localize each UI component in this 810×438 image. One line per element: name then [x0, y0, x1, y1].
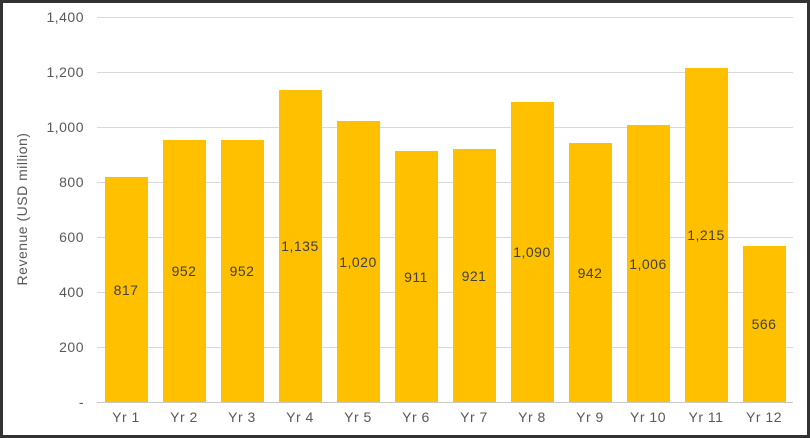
x-axis-tick-label: Yr 1 [112, 409, 140, 425]
bar-data-label: 952 [171, 263, 197, 279]
bar-data-label: 942 [577, 264, 603, 281]
gridline [97, 292, 793, 293]
x-axis-tick-label: Yr 6 [402, 409, 430, 425]
bar-yr-4: 1,135 [278, 90, 322, 402]
y-axis-tick-label: 1,200 [46, 64, 84, 80]
bar-yr-1: 817 [104, 177, 148, 402]
bar-yr-11: 1,215 [684, 68, 728, 402]
bar-data-label: 566 [751, 316, 777, 332]
bar-data-label: 1,090 [513, 244, 551, 260]
y-axis-tick-label: - [78, 394, 84, 410]
y-axis-title: Revenue (USD million) [14, 132, 30, 286]
y-axis-tick-label: 600 [59, 229, 84, 245]
gridline [97, 237, 793, 238]
bar-yr-8: 1,090 [510, 102, 554, 402]
bar-data-label: 1,006 [629, 255, 667, 272]
gridline [97, 17, 793, 18]
x-axis-tick-label: Yr 5 [344, 409, 372, 425]
x-axis-tick-label: Yr 10 [630, 409, 666, 425]
y-axis-tick-label: 800 [59, 174, 84, 190]
x-axis-tick-label: Yr 3 [228, 409, 256, 425]
bar-data-label: 921 [461, 267, 487, 284]
x-axis-tick-label: Yr 8 [518, 409, 546, 425]
bar-data-label: 1,215 [687, 227, 725, 243]
y-axis-tick-label: 1,400 [46, 9, 84, 25]
bar-yr-6: 911 [394, 151, 438, 402]
y-axis-tick-label: 400 [59, 284, 84, 300]
x-axis-line [97, 402, 793, 403]
bar-data-label: 817 [113, 281, 139, 298]
gridline [97, 127, 793, 128]
y-axis-tick-label: 200 [59, 339, 84, 355]
gridline [97, 72, 793, 73]
x-axis-tick-label: Yr 7 [460, 409, 488, 425]
y-axis-tick-label: 1,000 [46, 119, 84, 135]
bar-yr-12: 566 [742, 246, 786, 402]
bar-yr-5: 1,020 [336, 121, 380, 402]
bar-yr-3: 952 [220, 140, 264, 402]
gridline [97, 182, 793, 183]
x-axis-tick-label: Yr 11 [688, 409, 724, 425]
bar-yr-10: 1,006 [626, 125, 670, 402]
bar-data-label: 911 [404, 268, 428, 285]
bar-data-label: 952 [229, 263, 255, 279]
bar-yr-7: 921 [452, 149, 496, 402]
bar-data-label: 1,135 [281, 238, 319, 254]
x-axis-tick-label: Yr 4 [286, 409, 314, 425]
bar-data-label: 1,020 [339, 253, 377, 270]
gridline [97, 347, 793, 348]
x-axis-tick-label: Yr 2 [170, 409, 198, 425]
x-axis-tick-label: Yr 12 [746, 409, 782, 425]
x-axis-tick-label: Yr 9 [576, 409, 604, 425]
bar-yr-2: 952 [162, 140, 206, 402]
bar-yr-9: 942 [568, 143, 612, 402]
